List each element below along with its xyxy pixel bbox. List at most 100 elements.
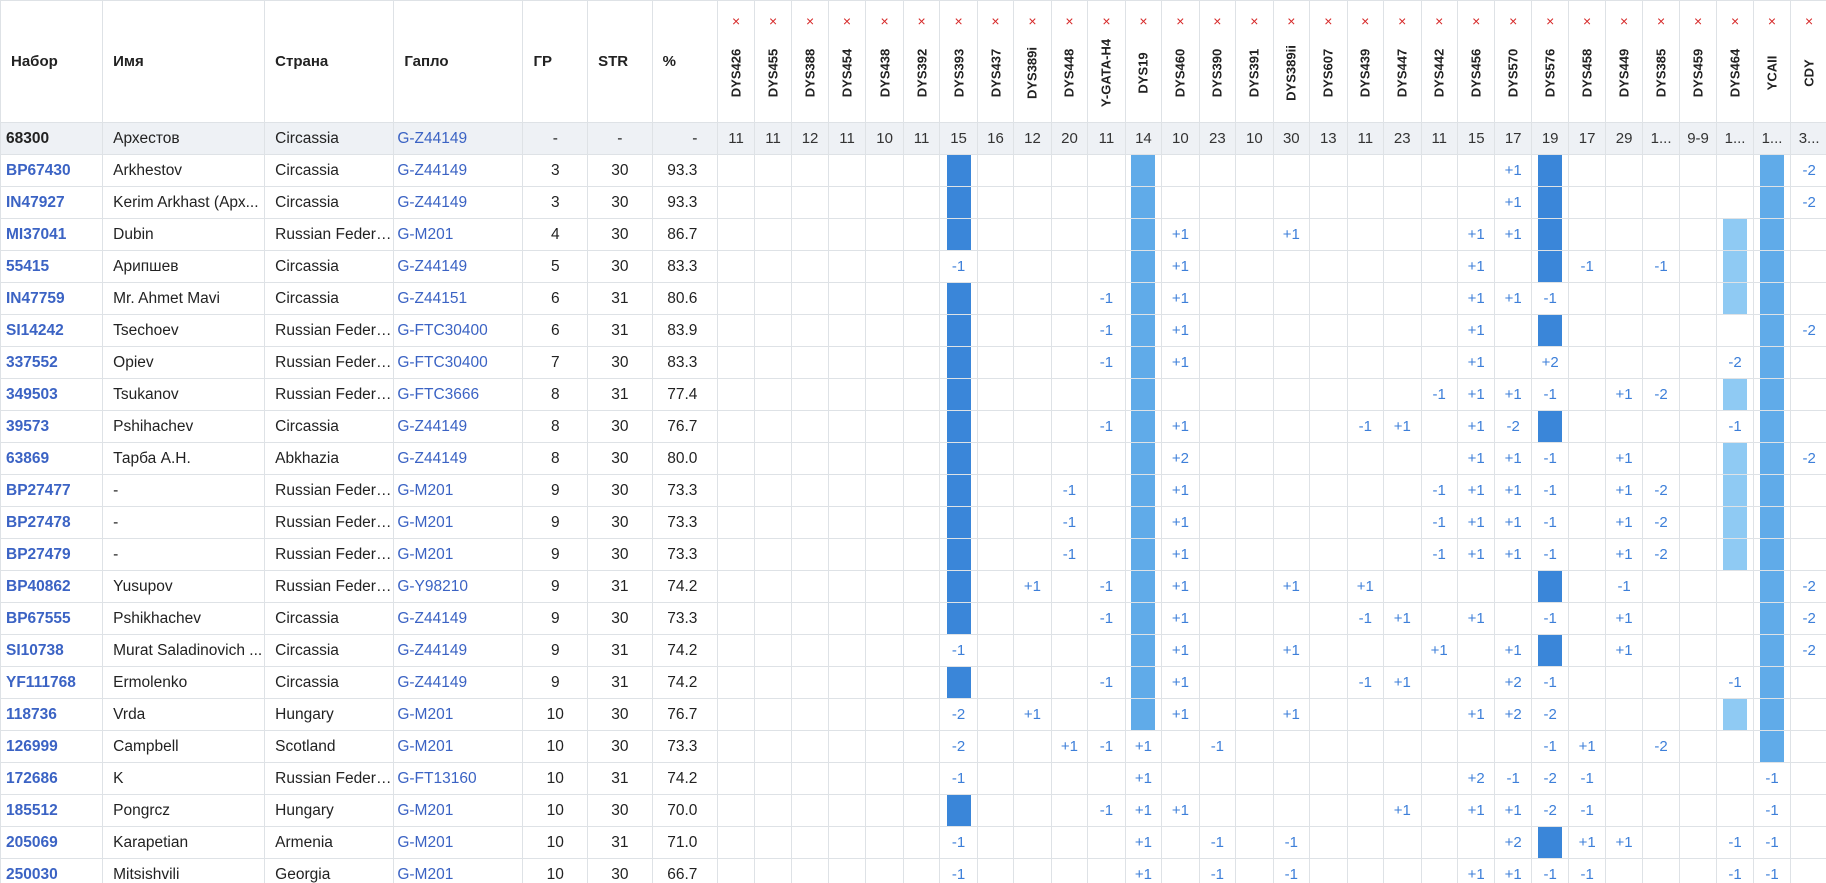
table-row[interactable]: 337552 Opiev Russian Federa... G-FTC30400 7 3… [0,346,1826,379]
kit-link[interactable]: MI37041 [0,218,104,251]
table-row[interactable]: SI10738 Murat Saladinovich ... Circassia G-… [0,634,1826,667]
remove-marker-icon[interactable]: × [1435,13,1444,29]
kit-link[interactable]: 126999 [0,730,104,763]
marker-header-dys459[interactable]: × DYS459 [1678,0,1718,123]
remove-marker-icon[interactable]: × [1065,13,1074,29]
marker-header-dys390[interactable]: × DYS390 [1198,0,1237,123]
remove-marker-icon[interactable]: × [1250,13,1259,29]
marker-header-dys458[interactable]: × DYS458 [1568,0,1606,123]
kit-link[interactable]: BP40862 [0,570,104,603]
table-row[interactable]: SI14242 Tsechoev Russian Federa... G-FTC304… [0,314,1826,347]
haplogroup-link[interactable]: G-Z44149 [393,602,524,635]
marker-header-dys389ii[interactable]: × DYS389ii [1272,0,1311,123]
kit-link[interactable]: 39573 [0,410,104,443]
kit-link[interactable]: 205069 [0,826,104,859]
marker-header-dys442[interactable]: × DYS442 [1420,0,1458,123]
table-row[interactable]: 39573 Pshihachev Circassia G-Z44149 8 30 76.7 -… [0,410,1826,443]
marker-header-dys607[interactable]: × DYS607 [1309,0,1348,123]
haplogroup-link[interactable]: G-Z44149 [393,634,524,667]
remove-marker-icon[interactable]: × [1730,13,1740,29]
table-row[interactable]: BP67430 Arkhestov Circassia G-Z44149 3 30 93.3… [0,154,1826,187]
table-row[interactable]: IN47927 Kerim Arkhast (Арх... Circassia G-Z… [0,186,1826,219]
kit-link[interactable]: BP27479 [0,538,104,571]
haplogroup-link[interactable]: G-FTC30400 [393,346,524,379]
marker-header-dys385[interactable]: × DYS385 [1642,0,1680,123]
remove-marker-icon[interactable]: × [954,13,963,29]
marker-header-dys438[interactable]: × DYS438 [865,0,904,123]
remove-marker-icon[interactable]: × [768,13,778,29]
remove-marker-icon[interactable]: × [1139,13,1148,29]
marker-header-dys464[interactable]: × DYS464 [1716,0,1754,123]
table-row[interactable]: BP67555 Pshikhachev Circassia G-Z44149 9 30 73… [0,602,1826,635]
remove-marker-icon[interactable]: × [1693,13,1703,29]
kit-link[interactable]: 185512 [0,794,104,827]
header-country[interactable]: Страна [264,0,395,123]
marker-header-cdy[interactable]: × CDY [1790,0,1826,123]
haplogroup-link[interactable]: G-M201 [393,730,524,763]
kit-link[interactable]: SI10738 [0,634,104,667]
haplogroup-link[interactable]: G-M201 [393,826,524,859]
remove-marker-icon[interactable]: × [1324,13,1333,29]
haplogroup-link[interactable]: G-M201 [393,506,524,539]
kit-link[interactable]: IN47927 [0,186,104,219]
kit-link[interactable]: 55415 [0,250,104,283]
marker-header-dys437[interactable]: × DYS437 [976,0,1015,123]
haplogroup-link[interactable]: G-Z44149 [393,154,524,187]
table-row[interactable]: 185512 Pongrcz Hungary G-M201 10 30 70.0 -1 +1 +1… [0,794,1826,827]
table-row[interactable]: IN47759 Mr. Ahmet Mavi Circassia G-Z44151 6 3… [0,282,1826,315]
marker-header-dys460[interactable]: × DYS460 [1161,0,1200,123]
kit-link[interactable]: BP67430 [0,154,104,187]
header-pct[interactable]: % [651,0,719,123]
remove-marker-icon[interactable]: × [842,13,852,29]
marker-header-dys426[interactable]: × DYS426 [717,0,755,123]
haplogroup-link[interactable]: G-Z44149 [393,186,524,219]
remove-marker-icon[interactable]: × [1213,13,1222,29]
remove-marker-icon[interactable]: × [1028,13,1037,29]
remove-marker-icon[interactable]: × [1472,13,1481,29]
table-row[interactable]: MI37041 Dubin Russian Federa... G-M201 4 30 86… [0,218,1826,251]
haplogroup-link[interactable]: G-M201 [393,538,524,571]
remove-marker-icon[interactable]: × [1287,13,1296,29]
haplogroup-link[interactable]: G-M201 [393,698,524,731]
remove-marker-icon[interactable]: × [1583,13,1592,29]
table-row[interactable]: 118736 Vrda Hungary G-M201 10 30 76.7 -2 +1 +1 +1 +… [0,698,1826,731]
kit-link[interactable]: BP27477 [0,474,104,507]
table-row[interactable]: 63869 Тарба А.Н. Abkhazia G-Z44149 8 30 80.0 +2… [0,442,1826,475]
haplogroup-link[interactable]: G-M201 [393,218,524,251]
header-str[interactable]: STR [587,0,653,123]
kit-link[interactable]: YF111768 [0,666,104,699]
remove-marker-icon[interactable]: × [1656,13,1666,29]
header-name[interactable]: Имя [102,0,266,123]
haplogroup-link[interactable]: G-FTC30400 [393,314,524,347]
haplogroup-link[interactable]: G-Z44151 [393,282,524,315]
marker-header-dys393[interactable]: × DYS393 [939,0,978,123]
remove-marker-icon[interactable]: × [805,13,815,29]
table-row[interactable]: 126999 Campbell Scotland G-M201 10 30 73.3 -2 +1… [0,730,1826,763]
table-row[interactable]: 250030 Mitsishvili Georgia G-M201 10 30 66.7 -1… [0,858,1826,883]
remove-marker-icon[interactable]: × [1102,13,1111,29]
marker-header-dys449[interactable]: × DYS449 [1604,0,1644,123]
marker-header-dys392[interactable]: × DYS392 [902,0,941,123]
kit-link[interactable]: 118736 [0,698,104,731]
haplogroup-link[interactable]: G-FT13160 [393,762,524,795]
marker-header-dys389i[interactable]: × DYS389i [1013,0,1052,123]
marker-header-dys447[interactable]: × DYS447 [1382,0,1422,123]
haplogroup-link[interactable]: G-FTC3666 [393,378,524,411]
haplogroup-link[interactable]: G-Z44149 [393,442,524,475]
kit-link[interactable]: 68300 [0,122,104,155]
haplogroup-link[interactable]: G-Z44149 [393,122,524,155]
header-kit[interactable]: Набор [0,0,104,123]
remove-marker-icon[interactable]: × [1546,13,1555,29]
marker-header-dys448[interactable]: × DYS448 [1050,0,1089,123]
haplogroup-link[interactable]: G-Z44149 [393,410,524,443]
table-row[interactable]: BP27478- Russian Federa... G-M201 9 30 73.3 -1… [0,506,1826,539]
remove-marker-icon[interactable]: × [880,13,889,29]
header-gd[interactable]: ГР [522,0,589,123]
marker-header-dys391[interactable]: × DYS391 [1235,0,1274,123]
remove-marker-icon[interactable]: × [917,13,926,29]
remove-marker-icon[interactable]: × [1805,13,1814,29]
remove-marker-icon[interactable]: × [1509,13,1518,29]
marker-header-dys570[interactable]: × DYS570 [1494,0,1532,123]
marker-header-dys439[interactable]: × DYS439 [1346,0,1384,123]
marker-header-dys454[interactable]: × DYS454 [827,0,867,123]
